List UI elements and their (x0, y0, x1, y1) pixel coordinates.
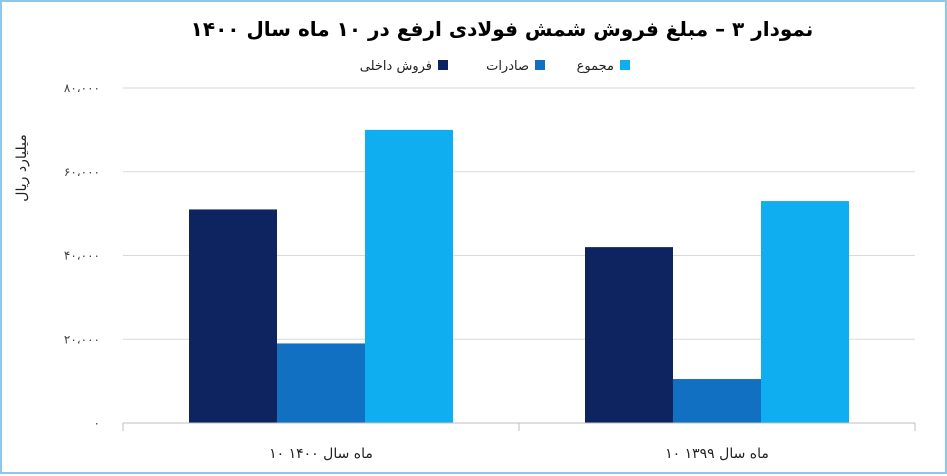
legend-swatch (535, 60, 545, 70)
y-axis-label: میلیارد ریال (14, 134, 30, 201)
legend-label: فروش داخلی (360, 59, 432, 74)
bar (585, 247, 673, 423)
legend-swatch (620, 60, 630, 70)
y-tick-label: ۸۰،۰۰۰ (64, 81, 100, 95)
x-category-label: ۱۰ ماه سال ۱۴۰۰ (269, 446, 373, 462)
bar (761, 201, 849, 423)
bars (189, 129, 849, 423)
legend: فروش داخلی صادرات مجموع (360, 59, 630, 74)
y-tick-label: ۰ (94, 416, 100, 430)
bar (673, 379, 761, 423)
bar (365, 129, 453, 423)
legend-label: مجموع (577, 59, 614, 74)
bar (277, 343, 365, 423)
bar (189, 209, 277, 423)
y-tick-label: ۶۰،۰۰۰ (64, 165, 100, 179)
legend-label: صادرات (486, 59, 529, 74)
chart-title: نمودار ۳ – مبلغ فروش شمش فولادی ارفع در … (191, 17, 814, 41)
y-tick-label: ۲۰،۰۰۰ (64, 332, 100, 346)
legend-swatch (438, 60, 448, 70)
x-axis: ۱۰ ماه سال ۱۴۰۰ ۱۰ ماه سال ۱۳۹۹ (122, 422, 916, 462)
y-axis-ticks: ۰ ۲۰،۰۰۰ ۴۰،۰۰۰ ۶۰،۰۰۰ ۸۰،۰۰۰ (64, 81, 100, 430)
x-category-label: ۱۰ ماه سال ۱۳۹۹ (665, 446, 769, 462)
y-tick-label: ۴۰،۰۰۰ (64, 249, 100, 263)
